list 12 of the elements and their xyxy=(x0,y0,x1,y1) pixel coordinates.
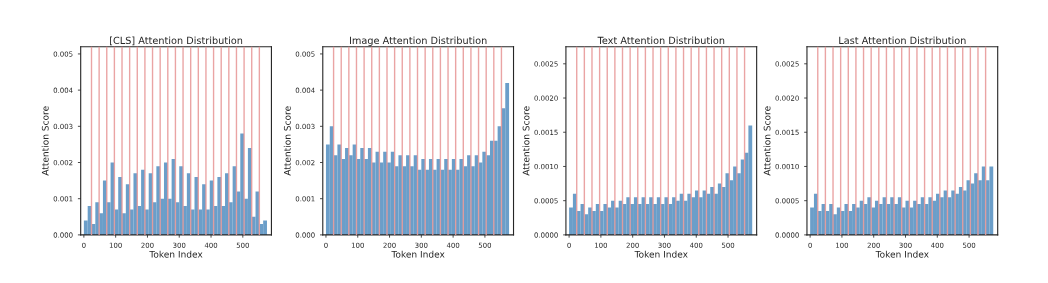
x-axis-title: Token Index xyxy=(875,250,929,258)
chart-title: Text Attention Distribution xyxy=(597,36,725,45)
x-axis-title: Token Index xyxy=(149,250,203,258)
y-axis-title: Attention Score xyxy=(41,106,49,176)
chart-title: [CLS] Attention Distribution xyxy=(110,36,243,46)
chart-title: Image Attention Distribution xyxy=(350,36,487,46)
y-axis-title: Attention Score xyxy=(283,106,291,176)
x-axis-title: Token Index xyxy=(391,250,445,258)
x-axis-title: Token Index xyxy=(634,250,688,258)
chart-title: Last Attention Distribution xyxy=(839,36,966,45)
y-axis-title: Attention Score xyxy=(522,106,530,176)
y-axis-title: Attention Score xyxy=(763,106,771,176)
